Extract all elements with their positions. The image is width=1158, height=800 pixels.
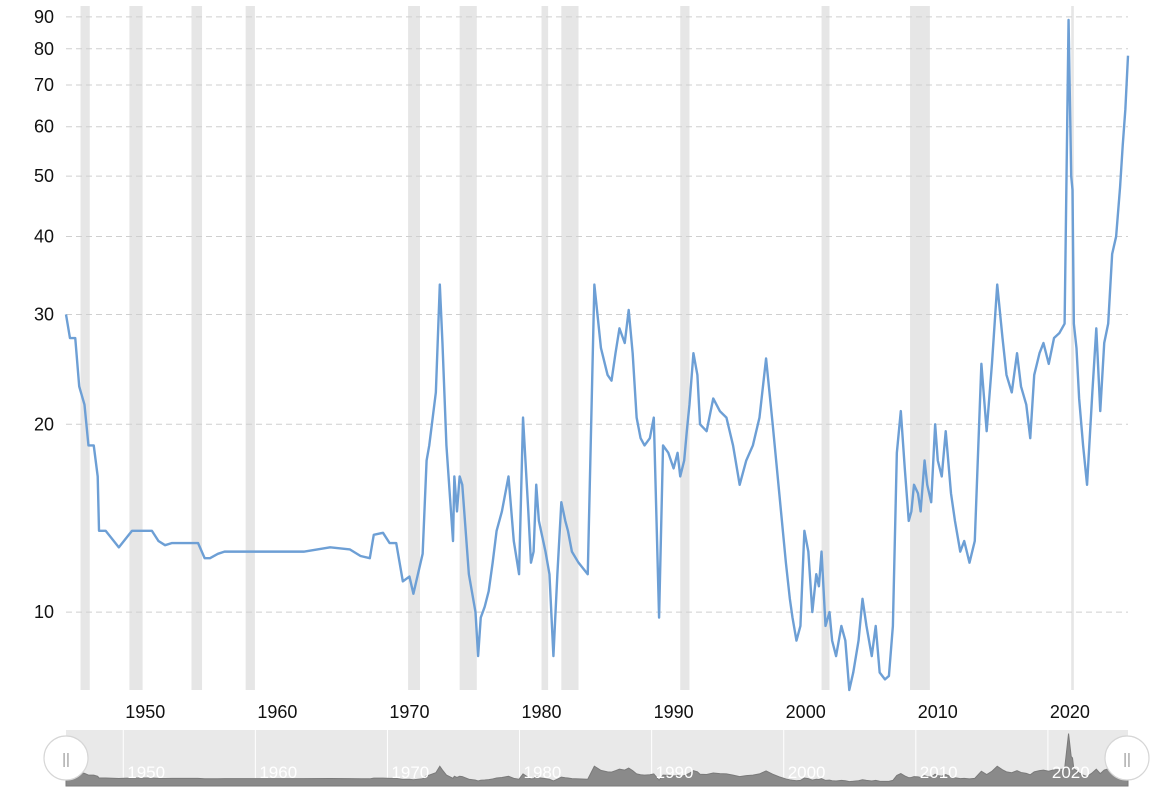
x-tick-label-2010: 2010 [918,702,958,722]
navigator-label-1950: 1950 [127,763,165,782]
x-tick-label-1960: 1960 [257,702,297,722]
recession-band-11 [1071,6,1074,690]
nav-left-handle-grip: || [62,751,70,768]
y-tick-label-40: 40 [34,227,54,247]
navigator-labels: 1950 1960 1970 1980 1990 2000 2010 2020 [127,763,1089,782]
navigator-left-handle[interactable]: || [43,735,89,781]
navigator-area-series [65,733,1129,787]
nav-right-handle-grip: || [1123,751,1131,768]
recession-band-2 [191,6,203,690]
recession-band-6 [541,6,549,690]
navigator-label-1990: 1990 [656,763,694,782]
recession-band-10 [910,6,930,690]
nav-left-handle-knob[interactable] [43,735,89,781]
recession-band-3 [245,6,255,690]
navigator-label-1970: 1970 [391,763,429,782]
series-layer [64,18,1130,692]
y-axis-tick-labels: 10 20 30 40 50 60 70 80 90 [34,7,54,622]
y-tick-label-90: 90 [34,7,54,27]
recession-band-0 [80,6,90,690]
y-tick-label-30: 30 [34,304,54,324]
x-tick-label-1950: 1950 [125,702,165,722]
y-tick-label-10: 10 [34,602,54,622]
navigator-label-1980: 1980 [524,763,562,782]
navigator-right-handle[interactable]: || [1104,735,1150,781]
recession-band-5 [459,6,477,690]
y-tick-label-20: 20 [34,414,54,434]
recession-band-9 [821,6,830,690]
x-tick-label-2000: 2000 [786,702,826,722]
y-tick-label-80: 80 [34,39,54,59]
x-tick-label-1980: 1980 [521,702,561,722]
navigator-label-2010: 2010 [920,763,958,782]
x-axis-tick-labels: 1950 1960 1970 1980 1990 2000 2010 2020 [125,702,1090,722]
recession-band-8 [680,6,690,690]
navigator-label-1960: 1960 [259,763,297,782]
y-tick-label-50: 50 [34,166,54,186]
series-line-pe-ratio [64,18,1130,692]
x-tick-label-1990: 1990 [654,702,694,722]
recession-band-7 [561,6,579,690]
x-tick-label-2020: 2020 [1050,702,1090,722]
navigator-label-2000: 2000 [788,763,826,782]
x-tick-label-1970: 1970 [389,702,429,722]
range-navigator[interactable]: 1950 1960 1970 1980 1990 2000 2010 2020 || || [43,730,1150,787]
y-tick-label-60: 60 [34,117,54,137]
nav-right-handle-knob[interactable] [1104,735,1150,781]
recession-bands [80,6,1074,690]
y-tick-label-70: 70 [34,75,54,95]
recession-band-1 [129,6,143,690]
recession-band-4 [408,6,420,690]
navigator-label-2020: 2020 [1052,763,1090,782]
